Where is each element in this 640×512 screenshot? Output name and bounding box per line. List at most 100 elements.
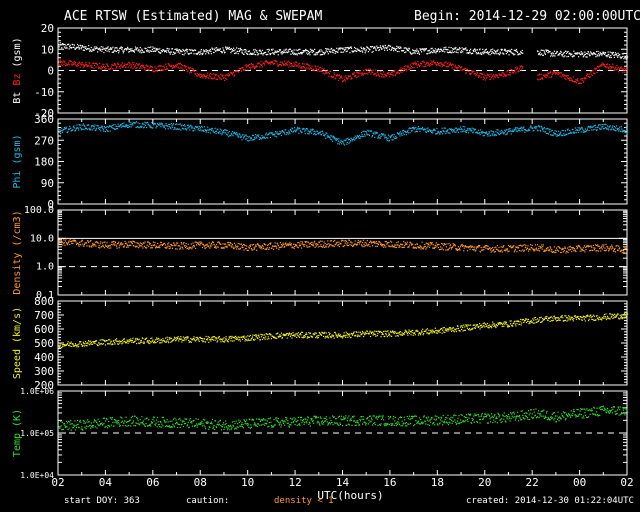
data-point-phi [360, 132, 363, 134]
data-point-bz [484, 74, 486, 76]
data-point-bt [233, 50, 235, 52]
data-point-phi [62, 130, 64, 132]
data-point-density [131, 242, 133, 245]
data-point-bz [68, 62, 70, 64]
data-point-density [554, 249, 557, 251]
data-point-density [468, 246, 470, 248]
data-point-bt [417, 50, 419, 52]
data-point-bt [419, 48, 421, 50]
data-point-bz [449, 63, 451, 66]
data-point-bz [292, 65, 295, 68]
data-point-density [406, 243, 408, 245]
data-point-density [436, 245, 438, 247]
data-point-bt [101, 48, 103, 51]
data-point-phi [387, 137, 389, 139]
data-point-bz [178, 62, 180, 64]
data-point-phi [472, 131, 474, 133]
data-point-bt [469, 51, 471, 53]
data-point-density [332, 245, 334, 247]
data-point-density [157, 242, 159, 245]
data-point-phi [354, 139, 356, 141]
data-point-bt [582, 56, 584, 58]
data-point-bz [225, 77, 227, 80]
data-point-speed [99, 344, 101, 346]
data-point-density [279, 246, 281, 249]
data-point-bz [426, 62, 428, 64]
data-point-density [88, 241, 90, 244]
data-point-bt [130, 50, 132, 52]
data-point-bt [175, 48, 177, 50]
data-point-bt [161, 50, 163, 53]
data-point-speed [136, 337, 138, 340]
data-point-speed [200, 337, 202, 340]
data-point-speed [181, 341, 183, 343]
data-point-bt [282, 52, 284, 54]
data-point-bt [613, 56, 616, 58]
data-point-speed [64, 344, 66, 346]
data-point-density [581, 250, 583, 252]
data-point-density [387, 242, 389, 244]
data-point-density [245, 247, 247, 250]
data-point-bt [367, 51, 369, 53]
data-point-phi [212, 130, 215, 132]
data-point-speed [106, 340, 108, 342]
data-point-bt [540, 49, 542, 51]
data-point-phi [308, 133, 310, 135]
series-speed [58, 312, 629, 349]
data-point-bt [383, 47, 385, 49]
data-point-phi [187, 124, 189, 126]
data-point-bz [132, 64, 135, 66]
data-point-density [599, 247, 601, 249]
data-point-phi [514, 129, 516, 131]
data-point-phi [457, 131, 460, 133]
y-tick-label: 800 [34, 295, 54, 308]
data-point-bz [502, 76, 504, 78]
data-point-speed [192, 337, 195, 340]
data-point-phi [624, 131, 627, 134]
data-point-density [534, 250, 536, 252]
data-point-density [65, 242, 68, 244]
data-point-bz [277, 65, 279, 67]
data-point-density [123, 246, 125, 248]
data-point-bz [238, 71, 240, 73]
data-point-phi [431, 130, 433, 132]
data-point-bz [540, 73, 542, 76]
data-point-bt [238, 47, 240, 50]
data-point-phi [399, 131, 402, 133]
data-point-bt [430, 48, 432, 50]
data-point-bz [581, 78, 583, 80]
data-point-bt [325, 47, 327, 50]
data-point-bz [220, 73, 222, 75]
data-point-phi [424, 128, 426, 130]
data-point-phi [466, 129, 468, 132]
data-point-density [491, 250, 493, 252]
data-point-bz [258, 62, 260, 64]
data-point-phi [543, 127, 545, 129]
data-point-phi [404, 130, 406, 133]
data-point-bz [129, 63, 131, 65]
data-point-phi [111, 127, 113, 129]
data-point-bz [622, 71, 624, 73]
data-point-bt [202, 52, 204, 54]
data-point-speed [129, 339, 131, 342]
data-point-bt [265, 51, 267, 54]
data-point-bt [109, 48, 111, 50]
data-point-bt [492, 48, 494, 50]
data-point-bt [551, 54, 553, 56]
data-point-density [304, 241, 306, 243]
data-point-bz [506, 70, 509, 72]
data-point-bt [152, 46, 154, 48]
data-point-phi [230, 135, 232, 137]
data-point-speed [173, 338, 175, 340]
data-point-phi [127, 126, 129, 129]
data-point-bz [251, 64, 253, 66]
data-point-phi [197, 126, 199, 128]
data-point-bt [504, 49, 506, 51]
data-point-bt [357, 48, 359, 50]
data-point-density [620, 250, 622, 253]
data-point-phi [513, 128, 515, 130]
data-point-bt [405, 47, 407, 49]
data-point-phi [562, 134, 564, 137]
data-point-density [497, 250, 500, 252]
data-point-density [236, 246, 238, 248]
